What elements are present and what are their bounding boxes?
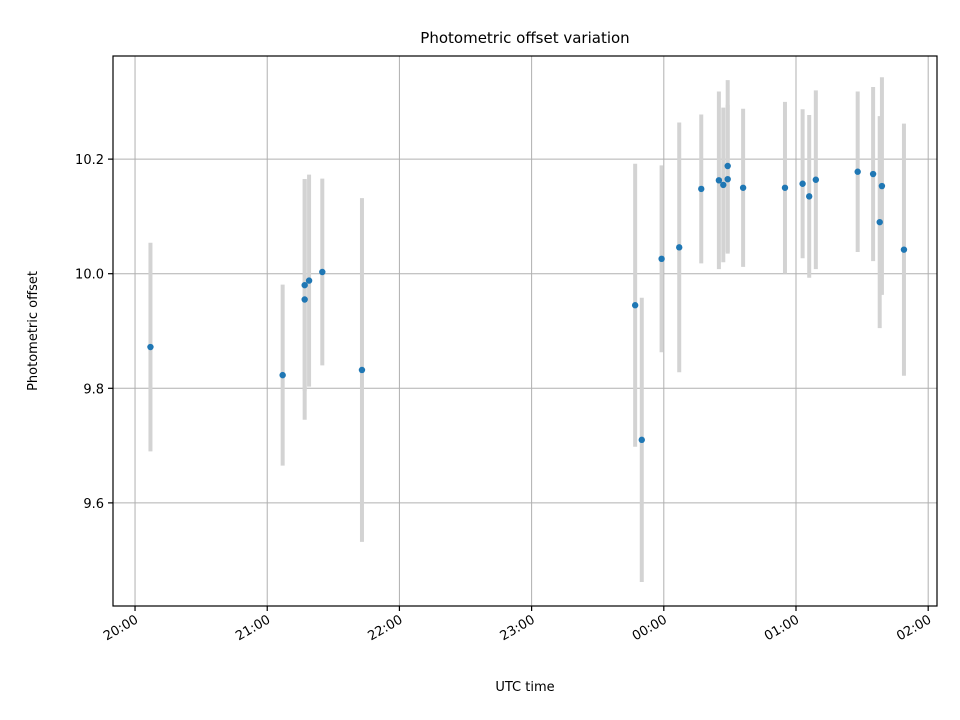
- data-point: [279, 371, 286, 379]
- data-point: [900, 246, 908, 253]
- data-point: [869, 170, 877, 178]
- data-point: [724, 175, 731, 183]
- x-tick-label: 22:00: [365, 612, 405, 644]
- data-point: [638, 436, 645, 444]
- grid: [113, 56, 937, 606]
- data-point: [147, 343, 154, 351]
- data-point: [301, 281, 308, 289]
- data-point: [305, 277, 313, 284]
- data-point: [739, 184, 747, 191]
- data-point: [676, 244, 683, 251]
- data-point: [806, 193, 813, 200]
- data-point: [658, 255, 665, 263]
- data-point: [724, 162, 731, 170]
- y-axis-ticks: 9.6 9.8 10.0 10.2: [75, 153, 113, 512]
- data-point: [698, 185, 705, 193]
- data-point: [720, 181, 727, 189]
- x-tick-label: 00:00: [630, 612, 670, 644]
- y-tick-label: 9.8: [83, 382, 104, 397]
- data-point: [812, 176, 820, 183]
- data-point: [301, 296, 308, 303]
- data-point: [319, 268, 326, 276]
- x-tick-label: 21:00: [233, 612, 273, 644]
- x-tick-label: 02:00: [894, 612, 934, 644]
- y-tick-label: 10.0: [75, 268, 104, 283]
- plot-frame: [112, 55, 938, 607]
- x-tick-label: 01:00: [762, 612, 802, 644]
- x-tick-label: 23:00: [498, 612, 538, 644]
- data-points: [147, 162, 908, 444]
- data-point: [799, 180, 806, 187]
- y-tick-label: 9.6: [83, 497, 104, 512]
- data-point: [854, 168, 861, 175]
- data-point: [358, 366, 366, 374]
- data-point: [781, 184, 789, 191]
- x-axis-ticks: 20:00 21:00 22:00 23:00 00:00 01:00 02:00: [101, 606, 934, 644]
- data-point: [876, 218, 883, 226]
- y-axis-label: Photometric offset: [26, 271, 41, 391]
- y-tick-label: 10.2: [75, 153, 104, 168]
- error-bars: [148, 77, 906, 582]
- data-point: [715, 177, 723, 184]
- data-point: [631, 302, 639, 309]
- chart-title: Photometric offset variation: [420, 29, 629, 47]
- x-tick-label: 20:00: [101, 612, 141, 644]
- x-axis-label: UTC time: [495, 680, 554, 695]
- data-point: [878, 182, 886, 190]
